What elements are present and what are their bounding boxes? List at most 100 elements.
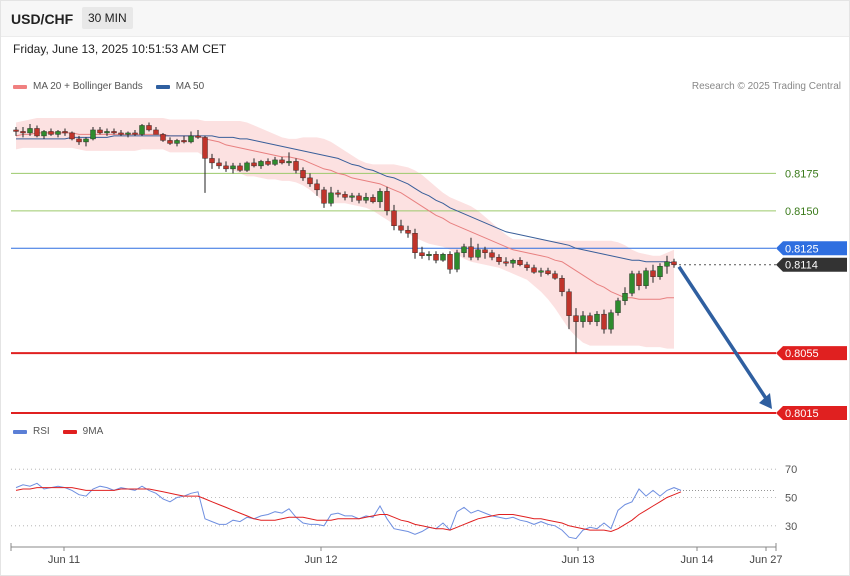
level-tag-0.8114 — [776, 257, 847, 272]
candle-body — [594, 313, 600, 322]
candle-body — [314, 183, 320, 191]
candle-body — [615, 300, 621, 313]
candle-body — [643, 270, 649, 286]
x-tick-label: Jun 13 — [561, 554, 594, 566]
candle-body — [83, 138, 89, 143]
level-label-0.8175: 0.8175 — [785, 168, 819, 180]
candle-body — [104, 131, 110, 134]
x-tick-label: Jun 11 — [48, 554, 80, 566]
level-label-0.8114: 0.8114 — [785, 260, 818, 272]
candle-body — [328, 192, 334, 204]
candle-body — [545, 270, 551, 274]
candle-body — [335, 192, 341, 195]
rsi-legend: RSI 9MA — [13, 426, 116, 437]
ma50-swatch — [155, 84, 170, 89]
rsi-tick-label: 50 — [785, 493, 797, 505]
rsi-tick-label: 70 — [785, 464, 797, 476]
candle-body — [601, 313, 607, 330]
rsi-swatch — [13, 429, 27, 434]
x-tick-label: Jun 27 — [749, 554, 782, 566]
level-label-0.8055: 0.8055 — [785, 348, 819, 360]
candle-body — [349, 195, 355, 198]
candle-body — [608, 312, 614, 330]
candle-body — [461, 246, 467, 253]
timeframe-button[interactable]: 30 MIN — [82, 7, 133, 29]
rsi-legend-label: RSI — [33, 426, 50, 437]
candle-body — [573, 315, 579, 322]
candle-body — [636, 273, 642, 286]
x-tick-label: Jun 12 — [304, 554, 337, 566]
candle-body — [391, 210, 397, 226]
candle-body — [188, 135, 194, 143]
candle-body — [517, 260, 523, 265]
candle-body — [440, 254, 446, 261]
candle-body — [398, 225, 404, 231]
candle-body — [118, 132, 124, 135]
level-label-0.8015: 0.8015 — [785, 408, 819, 420]
candle-body — [363, 197, 369, 201]
candle-body — [69, 132, 75, 140]
candle-body — [531, 267, 537, 273]
candle-body — [300, 170, 306, 179]
candle-body — [629, 273, 635, 294]
candle-body — [587, 315, 593, 322]
candle-body — [510, 260, 516, 264]
candle-body — [664, 261, 670, 267]
candle-body — [174, 140, 180, 144]
candle-body — [20, 131, 26, 134]
candle-body — [475, 249, 481, 258]
ma20-legend-label: MA 20 + Bollinger Bands — [33, 81, 143, 92]
level-tag-0.8015 — [776, 406, 847, 421]
timestamp: Friday, June 13, 2025 10:51:53 AM CET — [13, 42, 227, 56]
candle-body — [482, 249, 488, 253]
rsi-ma-legend-label: 9MA — [82, 426, 104, 437]
forecast-arrow — [677, 265, 769, 401]
candle-body — [293, 161, 299, 171]
candle-body — [426, 254, 432, 256]
candle-body — [27, 128, 33, 134]
candle-body — [132, 132, 138, 135]
candle-body — [489, 252, 495, 258]
candle-body — [671, 261, 677, 265]
forecast-arrow-head — [759, 393, 772, 410]
candle-body — [244, 162, 250, 171]
rsi-ma-line — [15, 487, 682, 533]
rsi-ma-swatch — [62, 429, 77, 434]
candle-body — [125, 132, 131, 135]
candle-body — [13, 129, 19, 132]
candle-body — [342, 194, 348, 198]
candle-body — [258, 161, 264, 167]
candle-body — [496, 257, 502, 262]
candle-body — [650, 270, 656, 277]
candle-body — [419, 252, 425, 256]
candle-body — [62, 131, 68, 134]
candle-body — [307, 177, 313, 185]
candle-body — [146, 125, 152, 131]
candle-body — [286, 161, 292, 164]
candle-body — [384, 191, 390, 212]
candle-body — [657, 266, 663, 277]
candle-body — [622, 293, 628, 301]
candle-body — [223, 165, 229, 170]
level-tag-0.8055 — [776, 346, 847, 361]
candle-body — [454, 252, 460, 270]
candle-body — [34, 128, 40, 137]
level-tag-0.8125 — [776, 241, 847, 256]
candle-body — [251, 162, 257, 167]
level-label-0.8150: 0.8150 — [785, 206, 819, 218]
price-legend: MA 20 + Bollinger Bands MA 50 — [13, 81, 217, 92]
candle-body — [405, 230, 411, 234]
x-tick-label: Jun 14 — [680, 554, 713, 566]
candle-body — [237, 165, 243, 171]
candle-body — [412, 233, 418, 253]
candle-body — [41, 131, 47, 137]
level-label-0.8125: 0.8125 — [785, 243, 819, 255]
candle-body — [97, 129, 103, 134]
candle-body — [538, 270, 544, 273]
candle-body — [559, 278, 565, 292]
candle-body — [111, 131, 117, 134]
ma20-swatch — [13, 84, 27, 89]
candle-body — [566, 291, 572, 316]
header-bar: USD/CHF 30 MIN — [0, 0, 850, 37]
